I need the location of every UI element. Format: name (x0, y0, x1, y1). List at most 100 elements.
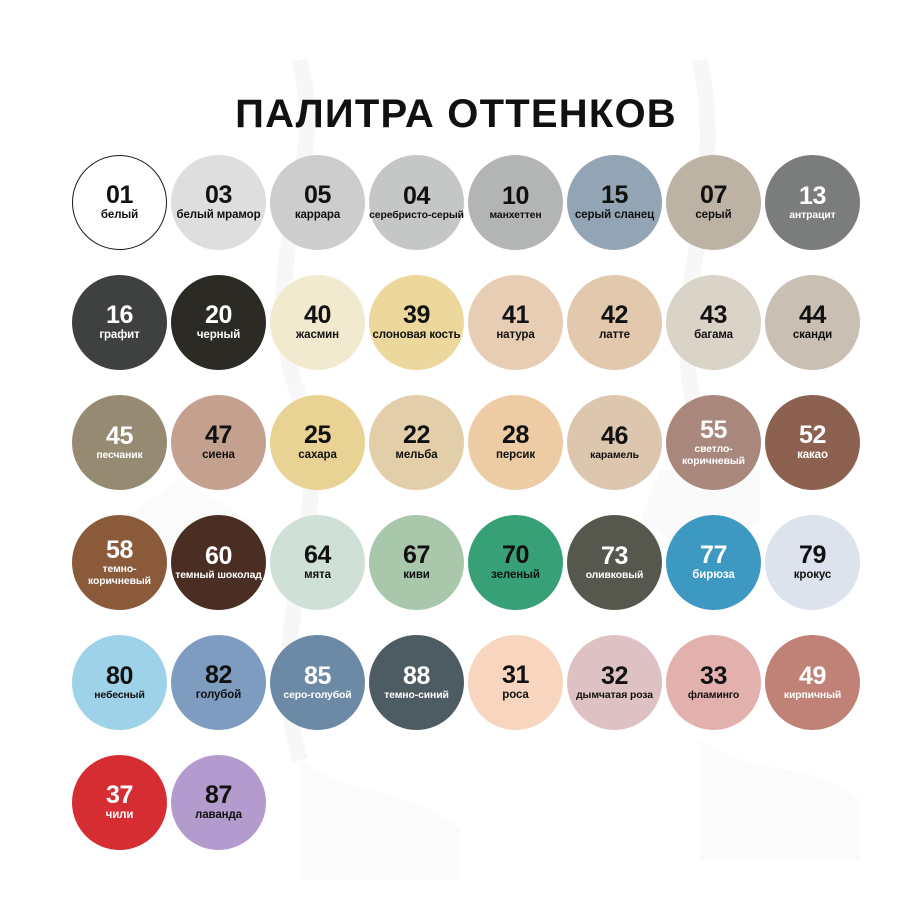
swatch-code: 88 (402, 661, 430, 690)
swatch-name: чили (105, 809, 134, 821)
swatch-code: 60 (204, 541, 232, 570)
color-swatch-15[interactable]: 15 серый сланец (567, 155, 662, 250)
swatch-code: 05 (303, 181, 331, 209)
color-swatch-47[interactable]: 47 сиена (171, 395, 266, 490)
swatch-name: серебристо-серый (369, 209, 464, 221)
swatch-code: 85 (303, 661, 331, 690)
color-swatch-32[interactable]: 32 дымчатая роза (567, 635, 662, 730)
swatch-name: зеленый (491, 569, 540, 581)
color-swatch-55[interactable]: 55 светло-коричневый (666, 395, 761, 490)
color-swatch-45[interactable]: 45 песчаник (72, 395, 167, 490)
color-swatch-04[interactable]: 04 серебристо-серый (369, 155, 464, 250)
color-swatch-60[interactable]: 60 темный шоколад (171, 515, 266, 610)
swatch-name: бирюза (692, 569, 735, 581)
swatch-name: темный шоколад (175, 569, 262, 581)
color-swatch-39[interactable]: 39 слоновая кость (369, 275, 464, 370)
color-swatch-13[interactable]: 13 антрацит (765, 155, 860, 250)
swatch-name: сканди (792, 329, 833, 341)
color-swatch-33[interactable]: 33 фламинго (666, 635, 761, 730)
swatch-code: 01 (105, 181, 133, 209)
color-swatch-25[interactable]: 25 сахара (270, 395, 365, 490)
color-swatch-88[interactable]: 88 темно-синий (369, 635, 464, 730)
swatch-code: 33 (699, 661, 727, 690)
swatch-name: мельба (395, 449, 438, 461)
swatch-code: 44 (798, 301, 826, 329)
swatch-name: какао (797, 449, 828, 461)
color-swatch-28[interactable]: 28 персик (468, 395, 563, 490)
swatch-name: латте (599, 329, 630, 341)
color-swatch-64[interactable]: 64 мята (270, 515, 365, 610)
palette-row: 80 небесный 82 голубой 85 серо-голубой 8… (72, 635, 864, 755)
color-swatch-05[interactable]: 05 каррара (270, 155, 365, 250)
swatch-code: 16 (105, 301, 133, 329)
swatch-code: 10 (501, 181, 529, 210)
swatch-name: дымчатая роза (576, 689, 653, 701)
swatch-code: 82 (204, 661, 232, 689)
color-swatch-49[interactable]: 49 кирпичный (765, 635, 860, 730)
palette-row: 16 графит 20 черный 40 жасмин 39 слонова… (72, 275, 864, 395)
swatch-name: багама (694, 329, 733, 341)
swatch-code: 67 (402, 541, 430, 569)
color-swatch-85[interactable]: 85 серо-голубой (270, 635, 365, 730)
swatch-code: 77 (699, 541, 727, 569)
color-swatch-70[interactable]: 70 зеленый (468, 515, 563, 610)
color-swatch-37[interactable]: 37 чили (72, 755, 167, 850)
color-swatch-46[interactable]: 46 карамель (567, 395, 662, 490)
swatch-name: натура (496, 329, 535, 341)
palette-row: 01 белый 03 белый мрамор 05 каррара 04 с… (72, 155, 864, 275)
swatch-code: 04 (402, 181, 430, 210)
swatch-name: белый (100, 209, 139, 221)
swatch-code: 22 (402, 421, 430, 449)
swatch-name: каррара (294, 209, 341, 221)
palette-row: 37 чили 87 лаванда (72, 755, 864, 875)
swatch-code: 79 (798, 541, 826, 569)
color-swatch-58[interactable]: 58 темно-коричневый (72, 515, 167, 610)
swatch-code: 28 (501, 421, 529, 449)
color-swatch-80[interactable]: 80 небесный (72, 635, 167, 730)
swatch-name: карамель (590, 449, 639, 461)
swatch-name: киви (403, 569, 430, 581)
swatch-name: графит (99, 329, 140, 341)
color-swatch-77[interactable]: 77 бирюза (666, 515, 761, 610)
color-swatch-87[interactable]: 87 лаванда (171, 755, 266, 850)
swatch-code: 64 (303, 541, 331, 569)
palette-grid: 01 белый 03 белый мрамор 05 каррара 04 с… (72, 155, 864, 875)
color-swatch-67[interactable]: 67 киви (369, 515, 464, 610)
swatch-code: 55 (699, 415, 727, 444)
swatch-code: 25 (303, 421, 331, 449)
swatch-name: жасмин (295, 329, 339, 341)
palette-row: 45 песчаник 47 сиена 25 сахара 22 мельба… (72, 395, 864, 515)
swatch-name: белый мрамор (176, 209, 261, 221)
color-swatch-73[interactable]: 73 оливковый (567, 515, 662, 610)
color-swatch-42[interactable]: 42 латте (567, 275, 662, 370)
swatch-code: 46 (600, 421, 628, 450)
swatch-code: 32 (600, 661, 628, 690)
color-swatch-22[interactable]: 22 мельба (369, 395, 464, 490)
color-swatch-82[interactable]: 82 голубой (171, 635, 266, 730)
color-swatch-03[interactable]: 03 белый мрамор (171, 155, 266, 250)
color-swatch-79[interactable]: 79 крокус (765, 515, 860, 610)
swatch-code: 37 (105, 781, 133, 809)
swatch-code: 03 (204, 181, 232, 209)
color-swatch-40[interactable]: 40 жасмин (270, 275, 365, 370)
color-swatch-52[interactable]: 52 какао (765, 395, 860, 490)
swatch-code: 58 (105, 535, 133, 564)
color-swatch-44[interactable]: 44 сканди (765, 275, 860, 370)
color-swatch-41[interactable]: 41 натура (468, 275, 563, 370)
color-swatch-31[interactable]: 31 роса (468, 635, 563, 730)
swatch-name: манхеттен (489, 209, 542, 221)
swatch-name: светло-коричневый (682, 443, 745, 467)
swatch-name: лаванда (195, 809, 242, 821)
color-swatch-20[interactable]: 20 черный (171, 275, 266, 370)
color-swatch-01[interactable]: 01 белый (72, 155, 167, 250)
swatch-code: 20 (204, 301, 232, 329)
color-swatch-10[interactable]: 10 манхеттен (468, 155, 563, 250)
swatch-code: 40 (303, 301, 331, 329)
swatch-code: 31 (501, 661, 529, 689)
color-swatch-43[interactable]: 43 багама (666, 275, 761, 370)
swatch-code: 49 (798, 661, 826, 690)
swatch-code: 52 (798, 421, 826, 449)
color-swatch-07[interactable]: 07 серый (666, 155, 761, 250)
color-swatch-16[interactable]: 16 графит (72, 275, 167, 370)
